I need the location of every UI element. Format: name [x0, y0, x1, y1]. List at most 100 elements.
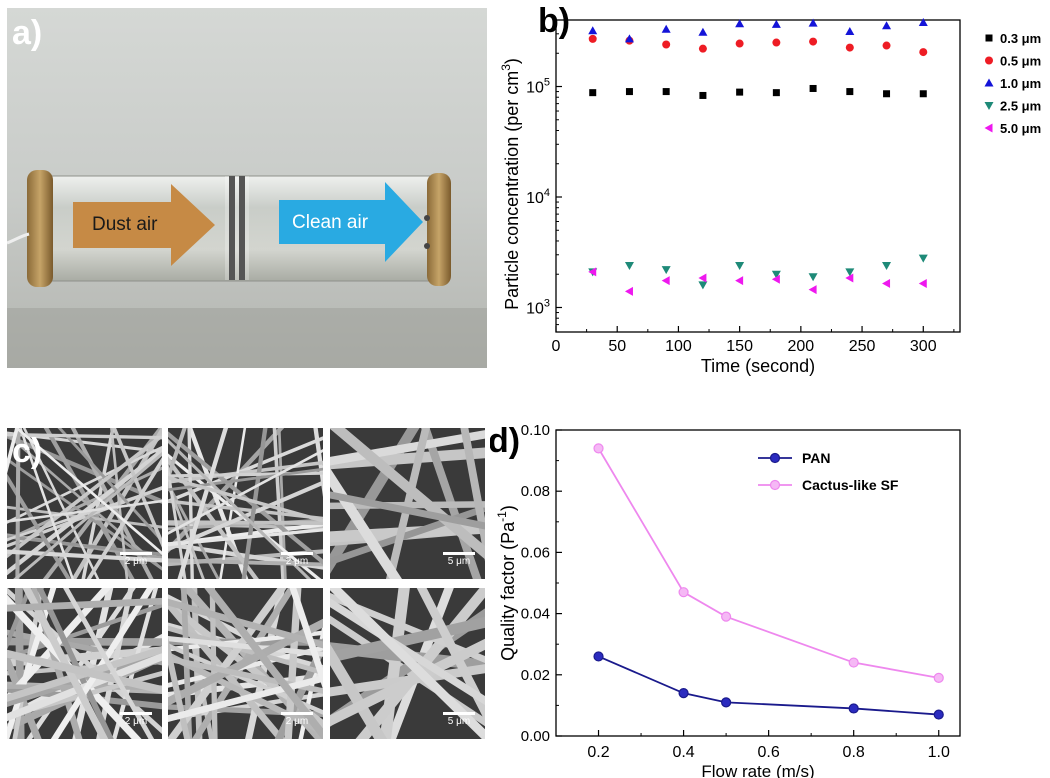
data-point — [661, 266, 671, 275]
x-tick-label: 0.8 — [843, 744, 865, 761]
data-point — [845, 273, 854, 283]
scale-bar-line — [281, 712, 313, 715]
sem-fiber-texture — [7, 588, 162, 739]
legend-label: 2.5 μm — [1000, 99, 1041, 114]
scale-bar: 2 μm — [281, 552, 313, 567]
scale-bar: 2 μm — [120, 712, 152, 727]
legend-marker — [984, 102, 994, 110]
data-point — [808, 273, 818, 282]
scale-bar-line — [120, 712, 152, 715]
data-point — [919, 48, 928, 57]
data-point — [845, 268, 855, 277]
data-point — [735, 276, 744, 286]
sem-fiber-texture — [168, 588, 323, 739]
scale-bar: 2 μm — [120, 552, 152, 567]
quality-factor-chart: 0.2 0.4 0.6 0.8 1.0 0.00 0.02 0.04 0.06 0.08 0.10 F… — [490, 422, 961, 778]
data-point — [808, 18, 818, 27]
y-tick-label: 0.04 — [521, 606, 550, 623]
data-point — [588, 26, 598, 35]
x-axis-label: Time (second) — [701, 356, 815, 376]
x-tick-label: 50 — [608, 338, 626, 355]
data-point — [662, 40, 671, 49]
data-point — [624, 261, 634, 270]
data-point — [771, 19, 781, 28]
data-point — [809, 37, 818, 46]
data-point — [698, 273, 707, 283]
x-tick-label: 250 — [849, 338, 876, 355]
legend-marker — [985, 56, 993, 65]
data-point — [678, 587, 689, 598]
panel-b-label: b) — [538, 2, 570, 40]
data-point — [699, 91, 707, 99]
sem-image: 2 μm — [7, 588, 162, 739]
legend-marker — [984, 78, 994, 87]
particle-concentration-chart: 0 50 100 150 200 250 300 103 104 105 Time (second)… — [499, 2, 1041, 376]
dust-air-label: Dust air — [92, 214, 158, 235]
legend-marker — [769, 479, 781, 491]
data-point — [882, 21, 892, 30]
data-point — [772, 38, 781, 47]
data-point — [698, 44, 707, 53]
plot-frame — [555, 19, 961, 333]
legend-label: PAN — [802, 450, 831, 466]
legend-label: 5.0 μm — [1000, 121, 1041, 136]
sem-image: 2 μm — [168, 428, 323, 579]
x-tick-label: 1.0 — [928, 744, 950, 761]
scale-bar: 2 μm — [281, 712, 313, 727]
y-tick-label: 0.08 — [521, 483, 550, 500]
dust-air-arrow — [73, 184, 215, 266]
data-point — [808, 285, 817, 295]
x-tick-label: 300 — [910, 338, 937, 355]
data-point — [882, 41, 891, 50]
data-point — [772, 89, 780, 97]
data-point — [771, 270, 781, 279]
scale-bar-label: 2 μm — [124, 556, 148, 567]
data-point — [624, 286, 633, 296]
data-point — [846, 88, 854, 96]
scale-bar-line — [120, 552, 152, 555]
data-point — [588, 267, 597, 277]
scale-bar-line — [443, 712, 475, 715]
panel-a-label: a) — [12, 14, 43, 52]
clean-air-arrow — [279, 182, 423, 262]
sem-fiber-texture — [330, 428, 485, 579]
data-point — [845, 26, 855, 35]
data-point — [588, 34, 597, 43]
legend-label: 0.5 μm — [1000, 54, 1041, 69]
scale-bar-label: 2 μm — [285, 556, 309, 567]
sem-image: 5 μm — [330, 588, 485, 739]
scale-bar-line — [281, 552, 313, 555]
sem-image: 2 μm — [168, 588, 323, 739]
filter-device-photo: Dust air Clean air — [7, 8, 487, 368]
data-point — [771, 274, 780, 284]
filter-device-image — [7, 8, 487, 368]
y-axis-label: Particle concentration (per cm3) — [499, 58, 522, 310]
scale-bar: 5 μm — [443, 712, 475, 727]
data-point — [662, 88, 670, 96]
x-tick-label: 200 — [787, 338, 814, 355]
data-point — [661, 24, 671, 33]
data-point — [593, 651, 604, 662]
legend-label: 0.3 μm — [1000, 31, 1041, 46]
y-tick-label: 0.02 — [521, 667, 550, 684]
scale-bar-label: 5 μm — [447, 556, 471, 567]
data-point — [721, 697, 732, 708]
panel-d-label: d) — [490, 422, 520, 460]
data-point — [661, 276, 670, 286]
data-point — [698, 281, 708, 290]
x-tick-label: 0.6 — [758, 744, 780, 761]
data-point — [736, 88, 744, 96]
y-tick-label: 103 — [526, 297, 550, 317]
sem-image: 2 μm — [7, 428, 162, 579]
x-tick-label: 0.4 — [672, 744, 694, 761]
sem-image: 5 μm — [330, 428, 485, 579]
legend-marker — [985, 34, 993, 42]
data-point — [735, 261, 745, 270]
scale-bar-line — [443, 552, 475, 555]
clean-air-label: Clean air — [292, 212, 369, 233]
data-point — [918, 278, 927, 288]
x-axis-label: Flow rate (m/s) — [701, 762, 814, 778]
data-point — [883, 90, 891, 98]
x-tick-label: 0.2 — [587, 744, 609, 761]
y-tick-label: 105 — [526, 77, 550, 97]
